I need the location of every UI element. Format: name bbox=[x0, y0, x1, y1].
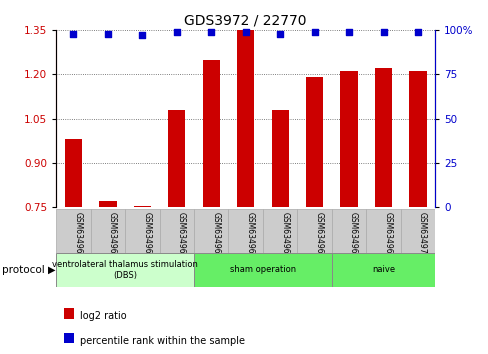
Bar bbox=[331, 209, 366, 253]
Text: GSM634968: GSM634968 bbox=[348, 212, 357, 259]
Bar bbox=[99, 201, 116, 207]
Bar bbox=[408, 72, 426, 207]
Bar bbox=[194, 253, 331, 287]
Bar bbox=[331, 253, 434, 287]
Point bbox=[104, 31, 112, 36]
Bar bbox=[65, 139, 82, 207]
Bar bbox=[228, 209, 263, 253]
Text: GSM634960: GSM634960 bbox=[73, 212, 82, 259]
Text: GSM634961: GSM634961 bbox=[108, 212, 117, 259]
Text: GSM634964: GSM634964 bbox=[211, 212, 220, 259]
Bar bbox=[202, 59, 220, 207]
Bar bbox=[263, 209, 297, 253]
Bar bbox=[340, 72, 357, 207]
Point bbox=[413, 29, 421, 35]
Point bbox=[69, 31, 77, 36]
Text: GSM634967: GSM634967 bbox=[314, 212, 323, 259]
Text: GSM634969: GSM634969 bbox=[383, 212, 392, 259]
Point bbox=[242, 29, 249, 35]
Text: GSM634970: GSM634970 bbox=[417, 212, 426, 259]
Bar bbox=[90, 209, 125, 253]
Text: naive: naive bbox=[371, 266, 394, 274]
Bar bbox=[400, 209, 434, 253]
Text: ventrolateral thalamus stimulation
(DBS): ventrolateral thalamus stimulation (DBS) bbox=[52, 260, 198, 280]
Text: protocol: protocol bbox=[2, 265, 45, 275]
Text: log2 ratio: log2 ratio bbox=[80, 311, 126, 321]
Bar bbox=[194, 209, 228, 253]
Point bbox=[310, 29, 318, 35]
Text: GSM634965: GSM634965 bbox=[245, 212, 254, 259]
Point bbox=[345, 29, 352, 35]
Text: sham operation: sham operation bbox=[229, 266, 295, 274]
Point bbox=[207, 29, 215, 35]
Bar bbox=[134, 206, 151, 207]
Text: percentile rank within the sample: percentile rank within the sample bbox=[80, 336, 244, 346]
Bar bbox=[305, 77, 323, 207]
Point bbox=[276, 31, 284, 36]
Bar bbox=[159, 209, 194, 253]
Bar bbox=[56, 253, 194, 287]
Bar bbox=[125, 209, 159, 253]
Point bbox=[173, 29, 181, 35]
Bar bbox=[366, 209, 400, 253]
Bar bbox=[168, 110, 185, 207]
Bar bbox=[297, 209, 331, 253]
Title: GDS3972 / 22770: GDS3972 / 22770 bbox=[184, 13, 306, 28]
Bar bbox=[271, 110, 288, 207]
Text: ▶: ▶ bbox=[48, 265, 55, 275]
Text: GSM634966: GSM634966 bbox=[280, 212, 288, 259]
Bar bbox=[56, 209, 90, 253]
Text: GSM634963: GSM634963 bbox=[177, 212, 185, 259]
Point bbox=[138, 33, 146, 38]
Point bbox=[379, 29, 386, 35]
Text: GSM634962: GSM634962 bbox=[142, 212, 151, 259]
Bar bbox=[374, 68, 391, 207]
Bar bbox=[237, 30, 254, 207]
